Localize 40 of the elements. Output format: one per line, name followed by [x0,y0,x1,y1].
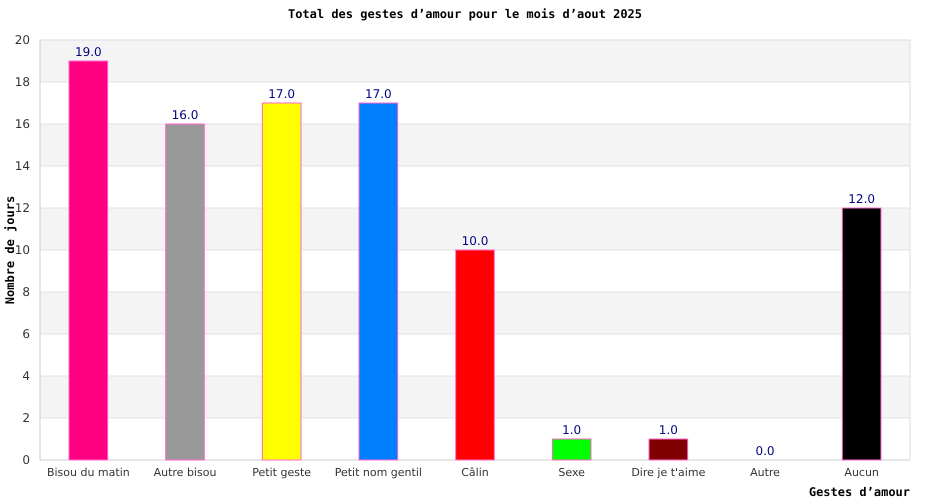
y-tick-label: 10 [14,242,30,257]
y-tick-label: 18 [14,74,30,89]
y-tick-label: 4 [22,368,30,383]
y-tick-label: 6 [22,326,30,341]
y-tick-label: 20 [14,32,30,47]
bar [842,208,882,460]
y-tick-label: 14 [14,158,30,173]
y-axis-title: Nombre de jours [3,196,17,304]
bar [165,124,205,460]
data-label: 1.0 [658,423,678,437]
data-label: 17.0 [268,87,296,101]
bar [262,102,302,460]
x-tick-label: Autre [750,466,780,479]
data-label: 16.0 [172,108,198,122]
bar [358,102,398,460]
data-label: 12.0 [848,192,876,206]
x-tick-label: Bisou du matin [46,466,130,479]
bar [68,60,108,460]
data-label: 0.0 [755,444,775,458]
y-tick-label: 12 [14,200,30,215]
x-axis-title: Gestes d’amour [808,485,910,499]
x-tick-label: Dire je t'aime [631,466,706,479]
y-tick-label: 2 [22,410,30,425]
x-tick-label: Sexe [558,466,586,479]
data-label: 19.0 [74,45,102,59]
x-tick-label: Autre bisou [154,466,216,479]
bar [648,438,688,460]
x-tick-label: Petit geste [252,466,312,479]
y-tick-label: 16 [14,116,30,131]
data-label: 10.0 [462,234,488,248]
y-tick-label: 8 [22,284,30,299]
x-tick-label: Câlin [461,466,489,479]
bar [552,438,592,460]
data-label: 1.0 [562,423,582,437]
bar [455,250,495,460]
chart-title: Total des gestes d’amour pour le mois d’aout 2025 [288,7,642,21]
x-tick-label: Petit nom gentil [334,466,422,479]
data-label: 17.0 [364,87,392,101]
y-tick-label: 0 [22,452,30,467]
x-tick-label: Aucun [844,466,879,479]
